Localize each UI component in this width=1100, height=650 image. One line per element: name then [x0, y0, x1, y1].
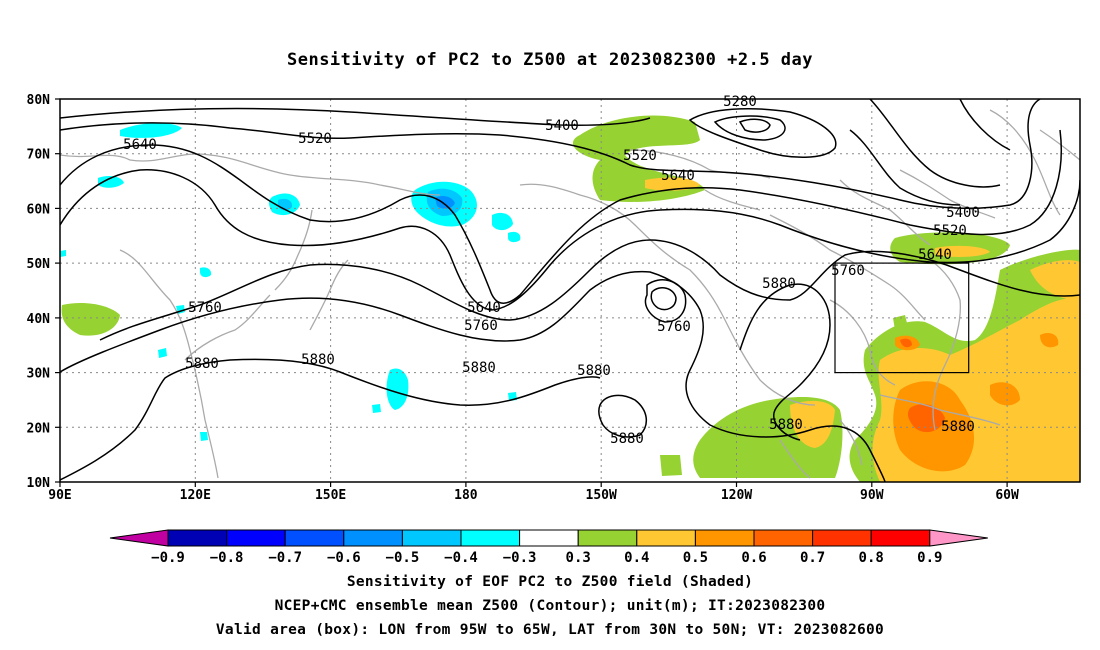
colorbar-box — [460, 529, 521, 547]
contour-labels: 5280 5400 5400 5520 5520 5520 5640 5640 … — [123, 94, 980, 447]
colorbar-box — [753, 529, 814, 547]
colorbar-label: 0.6 — [741, 550, 766, 566]
colorbar-box — [694, 529, 755, 547]
axis-ticks — [55, 98, 1008, 487]
lat-label: 20N — [27, 421, 51, 436]
colorbar-label: −0.3 — [503, 550, 537, 566]
contour-label: 5280 — [723, 94, 757, 110]
colorbar-label: 0.8 — [859, 550, 884, 566]
contour-label: 5760 — [831, 263, 865, 279]
colorbar-box — [870, 529, 931, 547]
colorbar-label: −0.7 — [268, 550, 302, 566]
lat-label: 10N — [27, 476, 51, 491]
contour-label: 5520 — [298, 131, 332, 147]
colorbar-label: −0.4 — [444, 550, 478, 566]
colorbar-label: −0.9 — [151, 550, 185, 566]
colorbar-label: 0.4 — [624, 550, 649, 566]
colorbar-box — [636, 529, 696, 547]
grid-lines — [60, 99, 1080, 482]
contour-label: 5880 — [577, 363, 611, 379]
lat-label: 80N — [27, 93, 51, 108]
colorbar-arrow-right — [929, 529, 988, 547]
lat-label: 30N — [27, 367, 51, 382]
lat-label: 70N — [27, 148, 51, 163]
caption-line-3: Valid area (box): LON from 95W to 65W, L… — [215, 622, 885, 638]
lon-label: 90E — [48, 488, 71, 503]
contour-label: 5760 — [188, 300, 222, 316]
map-frame — [59, 98, 1081, 483]
contour-label: 5880 — [462, 360, 496, 376]
colorbar-box — [577, 529, 638, 547]
contour-label: 5400 — [946, 205, 980, 221]
colorbar-box — [226, 529, 286, 547]
caption-line-1: Sensitivity of EOF PC2 to Z500 field (Sh… — [346, 574, 754, 590]
contour-label: 5520 — [623, 148, 657, 164]
contour-label: 5880 — [941, 419, 975, 435]
caption-line-2: NCEP+CMC ensemble mean Z500 (Contour); u… — [274, 598, 826, 614]
contour-label: 5760 — [464, 318, 498, 334]
colorbar-labels: −0.9 −0.8 −0.7 −0.6 −0.5 −0.4 −0.3 0.3 0.4 0.5 0.6… — [151, 550, 942, 566]
sensitivity-shading-0-6 — [900, 338, 945, 433]
lon-label: 60W — [995, 488, 1019, 503]
valid-area-box — [834, 262, 970, 374]
contour-label: 5640 — [123, 137, 157, 153]
colorbar-box — [284, 529, 345, 547]
colorbar-box — [812, 529, 872, 547]
lon-label: 90W — [860, 488, 884, 503]
lon-label: 150E — [315, 488, 346, 503]
latitude-labels: 80N 70N 60N 50N 40N 30N 20N 10N — [27, 93, 51, 491]
contour-label: 5400 — [545, 118, 579, 134]
colorbar-label: 0.9 — [917, 550, 942, 566]
lon-label: 150W — [586, 488, 617, 503]
colorbar-arrow-left — [109, 529, 169, 547]
lon-label: 120E — [180, 488, 211, 503]
colorbar-label: −0.6 — [327, 550, 361, 566]
lat-label: 40N — [27, 312, 51, 327]
longitude-labels: 90E 120E 150E 180 150W 120W 90W 60W — [48, 488, 1019, 503]
lon-label: 180 — [454, 488, 478, 503]
lat-label: 60N — [27, 202, 51, 217]
contour-label: 5880 — [610, 431, 644, 447]
colorbar-label: −0.5 — [386, 550, 420, 566]
contour-label: 5880 — [769, 417, 803, 433]
colorbar-label: 0.3 — [566, 550, 591, 566]
contour-label: 5880 — [301, 352, 335, 368]
lon-label: 120W — [721, 488, 752, 503]
contour-label: 5640 — [661, 168, 695, 184]
colorbar-label: −0.8 — [210, 550, 244, 566]
contour-label: 5760 — [657, 319, 691, 335]
z500-contours — [60, 99, 1080, 482]
lat-label: 50N — [27, 257, 51, 272]
contour-label: 5880 — [762, 276, 796, 292]
colorbar-box — [167, 529, 228, 547]
contour-label: 5640 — [918, 247, 952, 263]
colorbar-box — [519, 529, 579, 547]
contour-label: 5520 — [933, 223, 967, 239]
colorbar-box — [343, 529, 403, 547]
page-title: Sensitivity of PC2 to Z500 at 2023082300… — [286, 50, 813, 70]
colorbar-label: 0.7 — [800, 550, 825, 566]
contour-label: 5880 — [185, 356, 219, 372]
colorbar-box — [401, 529, 462, 547]
colorbar-label: 0.5 — [683, 550, 708, 566]
colorbar — [109, 529, 988, 547]
contour-label: 5640 — [467, 300, 501, 316]
